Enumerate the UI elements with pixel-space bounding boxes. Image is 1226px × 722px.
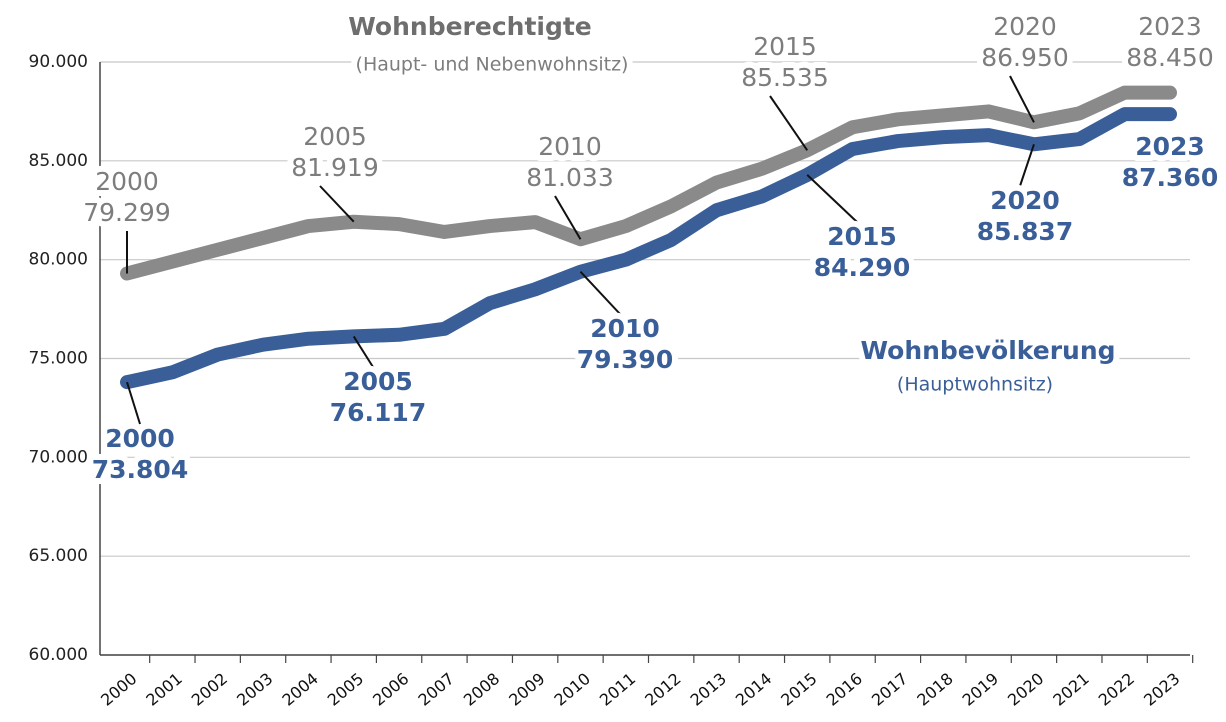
leader-line [319, 185, 355, 223]
annotation-value: 81.919 [291, 153, 378, 182]
x-tick-label: 2004 [278, 669, 321, 710]
annotation-year: 2023 [1138, 12, 1202, 41]
leader-line [1009, 75, 1035, 123]
leader-line [126, 381, 141, 425]
annotation-year: 2005 [343, 367, 413, 396]
y-tick-label: 60.000 [29, 645, 88, 665]
annotation-year: 2005 [303, 122, 367, 151]
annotation-year: 2010 [590, 314, 660, 343]
x-tick-label: 2012 [641, 669, 684, 710]
series-name: Wohnberechtigte [348, 12, 592, 41]
x-tick-label: 2016 [823, 669, 866, 710]
annotation-year: 2010 [538, 132, 602, 161]
annotation-value: 79.390 [577, 345, 673, 374]
x-tick-label: 2013 [687, 669, 730, 710]
x-tick-label: 2005 [324, 669, 367, 710]
y-tick-label: 90.000 [29, 52, 88, 72]
x-tick-label: 2019 [959, 669, 1002, 710]
annotation-value: 76.117 [330, 398, 426, 427]
x-tick-label: 2015 [777, 669, 820, 710]
series-line [120, 85, 1177, 281]
x-tick-label: 2009 [505, 669, 548, 710]
annotation-year: 2020 [990, 186, 1060, 215]
annotation-year: 2000 [95, 167, 159, 196]
series-name: Wohnbevölkerung [860, 336, 1115, 365]
x-tick-label: 2018 [913, 669, 956, 710]
y-tick-label: 70.000 [29, 447, 88, 467]
leader-line [1019, 143, 1035, 187]
leader-line [554, 195, 582, 240]
annotation-value: 86.950 [981, 43, 1068, 72]
x-tick-label: 2023 [1140, 669, 1183, 710]
series-subtitle: (Haupt- und Nebenwohnsitz) [356, 54, 629, 76]
x-tick-label: 2021 [1049, 669, 1092, 710]
y-tick-label: 75.000 [29, 349, 88, 369]
x-tick-label: 2010 [551, 669, 594, 710]
annotation-value: 87.360 [1122, 163, 1218, 192]
leader-line [806, 174, 858, 223]
leader-line [352, 335, 374, 368]
x-tick-label: 2006 [369, 669, 412, 710]
x-tick-label: 2008 [460, 669, 503, 710]
x-tick-label: 2011 [596, 669, 639, 710]
y-tick-label: 65.000 [29, 546, 88, 566]
leader-line [579, 271, 621, 315]
series-subtitle: (Hauptwohnsitz) [897, 374, 1053, 396]
annotation-value: 81.033 [526, 163, 613, 192]
x-tick-label: 2001 [142, 669, 185, 710]
annotation-year: 2020 [993, 12, 1057, 41]
annotation-value: 85.837 [977, 217, 1073, 246]
x-tick-label: 2014 [732, 669, 775, 710]
annotation-value: 85.535 [741, 63, 828, 92]
leader-line [769, 95, 809, 151]
annotation-value: 88.450 [1126, 43, 1213, 72]
annotation-value: 79.299 [83, 198, 170, 227]
annotation-value: 73.804 [92, 455, 188, 484]
y-tick-label: 80.000 [29, 250, 88, 270]
annotation-year: 2015 [827, 222, 897, 251]
x-tick-label: 2007 [414, 669, 457, 710]
annotation-year: 2000 [105, 424, 175, 453]
x-tick-label: 2002 [188, 669, 231, 710]
annotation-year: 2023 [1135, 132, 1205, 161]
series-line [120, 107, 1177, 390]
annotation-year: 2015 [753, 32, 817, 61]
x-tick-label: 2003 [233, 669, 276, 710]
x-tick-label: 2017 [868, 669, 911, 710]
x-tick-label: 2000 [97, 669, 140, 710]
y-tick-label: 85.000 [29, 151, 88, 171]
x-tick-label: 2020 [1004, 669, 1047, 710]
x-tick-label: 2022 [1095, 669, 1138, 710]
annotation-value: 84.290 [814, 253, 910, 282]
